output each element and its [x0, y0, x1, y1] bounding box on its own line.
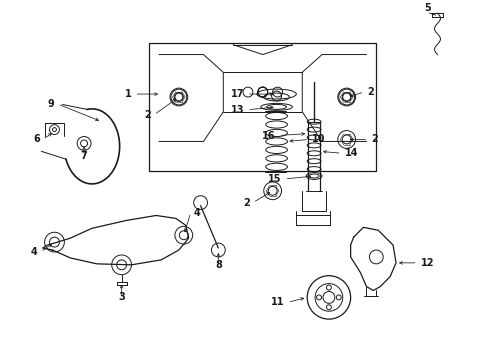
Text: 2: 2	[371, 134, 378, 144]
Text: 11: 11	[271, 297, 285, 307]
Text: 3: 3	[118, 292, 125, 302]
Text: 5: 5	[424, 3, 431, 13]
Text: 6: 6	[33, 134, 40, 144]
Text: 15: 15	[268, 174, 282, 184]
Text: 4: 4	[31, 247, 38, 257]
Text: 2: 2	[243, 198, 250, 208]
Text: 8: 8	[215, 260, 222, 270]
Text: 7: 7	[81, 151, 88, 161]
Bar	[149, 43, 376, 171]
Text: 10: 10	[312, 134, 326, 144]
Text: 2: 2	[145, 110, 151, 120]
Text: 14: 14	[344, 148, 358, 158]
Text: 16: 16	[262, 131, 275, 140]
Text: 9: 9	[48, 99, 54, 109]
Text: 17: 17	[230, 89, 244, 99]
Text: 13: 13	[230, 105, 244, 115]
Text: 12: 12	[421, 258, 434, 268]
Text: 1: 1	[125, 89, 131, 99]
Text: 2: 2	[368, 87, 374, 97]
Text: 4: 4	[194, 207, 200, 217]
